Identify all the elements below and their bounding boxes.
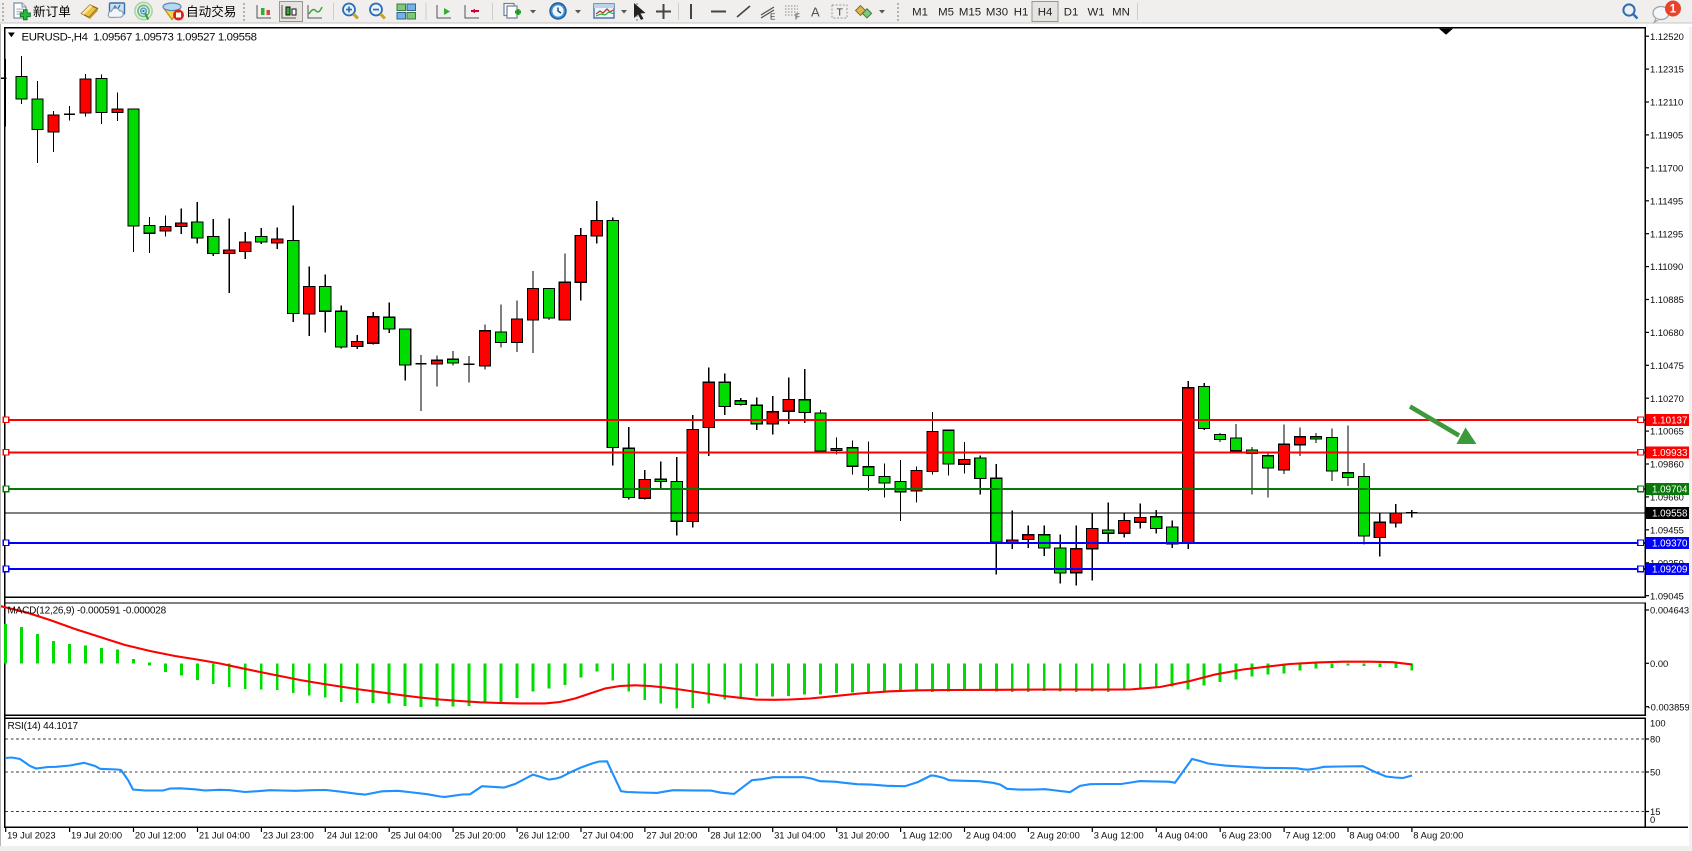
svg-text:2 Aug 04:00: 2 Aug 04:00 bbox=[966, 830, 1016, 841]
svg-text:1.09455: 1.09455 bbox=[1650, 525, 1684, 536]
svg-text:31 Jul 04:00: 31 Jul 04:00 bbox=[774, 830, 825, 841]
svg-text:0.00: 0.00 bbox=[1650, 658, 1668, 669]
svg-text:28 Jul 12:00: 28 Jul 12:00 bbox=[710, 830, 761, 841]
svg-text:MN: MN bbox=[1112, 7, 1130, 19]
svg-text:1.09370: 1.09370 bbox=[1652, 539, 1688, 550]
svg-text:31 Jul 20:00: 31 Jul 20:00 bbox=[838, 830, 889, 841]
svg-text:1.10137: 1.10137 bbox=[1652, 416, 1687, 427]
svg-text:19 Jul 2023: 19 Jul 2023 bbox=[7, 830, 55, 841]
svg-text:自动交易: 自动交易 bbox=[186, 4, 236, 19]
svg-text:1.12520: 1.12520 bbox=[1650, 31, 1684, 42]
svg-text:1.11905: 1.11905 bbox=[1650, 130, 1683, 141]
svg-text:26 Jul 12:00: 26 Jul 12:00 bbox=[519, 830, 570, 841]
svg-text:1.10885: 1.10885 bbox=[1650, 294, 1684, 305]
svg-text:2 Aug 20:00: 2 Aug 20:00 bbox=[1030, 830, 1080, 841]
svg-text:3 Aug 12:00: 3 Aug 12:00 bbox=[1094, 830, 1144, 841]
svg-text:M5: M5 bbox=[938, 7, 954, 19]
svg-text:E: E bbox=[770, 13, 775, 22]
svg-text:25 Jul 04:00: 25 Jul 04:00 bbox=[391, 830, 442, 841]
svg-text:24 Jul 12:00: 24 Jul 12:00 bbox=[327, 830, 378, 841]
svg-text:MACD(12,26,9) -0.000591 -0.000: MACD(12,26,9) -0.000591 -0.000028 bbox=[8, 606, 167, 617]
svg-text:M30: M30 bbox=[986, 7, 1008, 19]
svg-text:1.12110: 1.12110 bbox=[1650, 97, 1683, 108]
svg-text:7 Aug 12:00: 7 Aug 12:00 bbox=[1286, 830, 1336, 841]
svg-text:0.004643: 0.004643 bbox=[1650, 605, 1689, 616]
svg-text:1.10270: 1.10270 bbox=[1650, 393, 1684, 404]
svg-text:1.09558: 1.09558 bbox=[1652, 509, 1688, 520]
svg-text:50: 50 bbox=[1650, 767, 1660, 778]
svg-text:1.11090: 1.11090 bbox=[1650, 261, 1683, 272]
svg-text:0: 0 bbox=[1650, 814, 1655, 825]
svg-text:1.12315: 1.12315 bbox=[1650, 64, 1684, 75]
svg-text:8 Aug 04:00: 8 Aug 04:00 bbox=[1349, 830, 1399, 841]
svg-text:100: 100 bbox=[1650, 718, 1666, 729]
svg-text:4 Aug 04:00: 4 Aug 04:00 bbox=[1158, 830, 1208, 841]
svg-text:M15: M15 bbox=[959, 7, 981, 19]
svg-text:D1: D1 bbox=[1064, 7, 1079, 19]
svg-text:1.09860: 1.09860 bbox=[1650, 459, 1684, 470]
svg-text:A: A bbox=[811, 5, 820, 20]
svg-text:1.11295: 1.11295 bbox=[1650, 228, 1683, 239]
svg-text:EURUSD-,H4 1.09567 1.09573 1.: EURUSD-,H4 1.09567 1.09573 1.09527 1.095… bbox=[22, 32, 257, 44]
svg-text:T: T bbox=[837, 7, 844, 19]
svg-text:25 Jul 20:00: 25 Jul 20:00 bbox=[455, 830, 506, 841]
svg-text:1: 1 bbox=[1670, 4, 1677, 16]
svg-text:W1: W1 bbox=[1087, 7, 1104, 19]
svg-text:27 Jul 20:00: 27 Jul 20:00 bbox=[646, 830, 697, 841]
svg-text:1.09209: 1.09209 bbox=[1652, 565, 1687, 576]
svg-text:15: 15 bbox=[1650, 806, 1660, 817]
svg-text:M1: M1 bbox=[912, 7, 928, 19]
svg-text:20 Jul 12:00: 20 Jul 12:00 bbox=[135, 830, 186, 841]
svg-text:6 Aug 23:00: 6 Aug 23:00 bbox=[1222, 830, 1272, 841]
svg-text:1 Aug 12:00: 1 Aug 12:00 bbox=[902, 830, 952, 841]
svg-text:RSI(14) 44.1017: RSI(14) 44.1017 bbox=[8, 721, 79, 732]
svg-text:F: F bbox=[795, 13, 800, 22]
svg-text:1.09250: 1.09250 bbox=[1650, 557, 1684, 568]
svg-text:1.11700: 1.11700 bbox=[1650, 162, 1683, 173]
svg-text:新订单: 新订单 bbox=[33, 4, 71, 19]
svg-text:1.10065: 1.10065 bbox=[1650, 426, 1684, 437]
svg-text:H1: H1 bbox=[1014, 7, 1029, 19]
svg-text:27 Jul 04:00: 27 Jul 04:00 bbox=[582, 830, 633, 841]
svg-text:1.09045: 1.09045 bbox=[1650, 590, 1684, 601]
svg-text:1.10680: 1.10680 bbox=[1650, 327, 1684, 338]
svg-text:1.09660: 1.09660 bbox=[1650, 492, 1684, 503]
svg-text:80: 80 bbox=[1650, 734, 1660, 745]
svg-text:21 Jul 04:00: 21 Jul 04:00 bbox=[199, 830, 250, 841]
svg-text:8 Aug 20:00: 8 Aug 20:00 bbox=[1413, 830, 1463, 841]
svg-text:19 Jul 20:00: 19 Jul 20:00 bbox=[71, 830, 122, 841]
svg-text:1.09933: 1.09933 bbox=[1652, 448, 1688, 459]
svg-text:1.10475: 1.10475 bbox=[1650, 360, 1684, 371]
svg-text:H4: H4 bbox=[1038, 7, 1053, 19]
svg-text:-0.003859: -0.003859 bbox=[1648, 701, 1690, 712]
svg-text:23 Jul 23:00: 23 Jul 23:00 bbox=[263, 830, 314, 841]
svg-text:1.11495: 1.11495 bbox=[1650, 195, 1683, 206]
svg-text:1.09704: 1.09704 bbox=[1652, 485, 1688, 496]
